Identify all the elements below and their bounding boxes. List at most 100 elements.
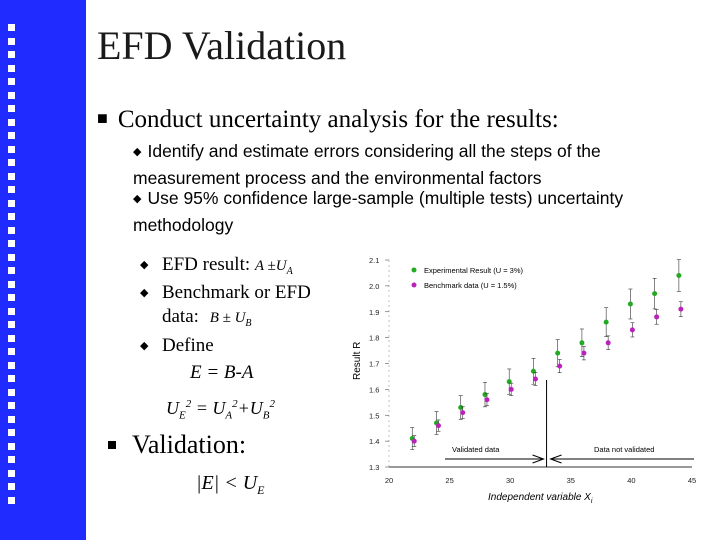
benchmark-point <box>557 363 563 369</box>
benchmark-item: ◆ Benchmark or EFD <box>140 282 311 304</box>
x-axis-label: Independent variable Xi <box>488 492 593 505</box>
bar-square <box>8 348 15 355</box>
benchmark-formula: B ± UB <box>209 310 252 329</box>
validated-arrowhead <box>532 454 546 464</box>
bar-square <box>8 294 15 301</box>
bar-square <box>8 469 15 477</box>
e-definition: E = B-A <box>190 362 254 383</box>
diamond-bullet-icon: ◆ <box>133 146 142 158</box>
bar-square <box>8 213 15 220</box>
experimental-point <box>627 301 633 307</box>
y-tick-label: 2.0 <box>369 282 379 291</box>
benchmark-point <box>411 438 417 444</box>
y-tick-label: 1.4 <box>369 437 379 446</box>
y-tick-label: 1.3 <box>369 463 379 472</box>
bar-square <box>8 105 15 112</box>
efd-result-item: ◆ EFD result: A ±UA <box>140 254 293 277</box>
x-tick-label: 45 <box>688 476 696 485</box>
bar-square <box>8 321 15 328</box>
bullet-validation-text: Validation: <box>132 430 247 459</box>
benchmark-label-line1: Benchmark or EFD <box>162 282 311 303</box>
sub-bullet-identify: ◆ Identify and estimate errors considerin… <box>133 139 703 190</box>
x-tick-label: 30 <box>506 476 514 485</box>
benchmark-point <box>605 340 611 346</box>
legend-marker-experimental <box>411 267 417 273</box>
bar-square <box>8 388 15 396</box>
benchmark-point <box>629 327 635 333</box>
bullet-uncertainty-text: Conduct uncertainty analysis for the res… <box>117 106 559 133</box>
legend-experimental: Experimental Result (U = 3%) <box>424 266 523 275</box>
region-label-validated: Validated data <box>452 445 500 454</box>
diamond-bullet-icon: ◆ <box>133 193 142 205</box>
bar-square <box>8 307 15 315</box>
bar-square <box>8 172 15 180</box>
experimental-point <box>652 291 658 297</box>
diamond-bullet-icon: ◆ <box>140 259 149 271</box>
define-label: Define <box>162 335 214 356</box>
bar-square <box>8 334 15 342</box>
bar-square <box>8 375 15 382</box>
experimental-point <box>579 340 585 346</box>
sub-bullet-confidence-text: Use 95% confidence large-sample (multipl… <box>133 188 624 235</box>
benchmark-label-line2: data: <box>162 306 199 327</box>
bar-square <box>8 51 15 58</box>
benchmark-point <box>435 423 441 429</box>
experimental-point <box>458 404 464 410</box>
bar-square <box>8 37 15 45</box>
legend-marker-benchmark <box>411 282 417 288</box>
region-label-not-validated: Data not validated <box>594 445 654 454</box>
sub-bullet-confidence: ◆ Use 95% confidence large-sample (multip… <box>133 186 703 237</box>
bullet-uncertainty: ■ Conduct uncertainty analysis for the re… <box>97 106 559 134</box>
bar-square <box>8 496 15 504</box>
bar-square <box>8 226 15 234</box>
validation-criterion: |E| < UE <box>196 472 265 497</box>
chart-legend: Experimental Result (U = 3%) Benchmark d… <box>411 266 523 290</box>
bar-square <box>8 78 15 85</box>
y-tick-label: 1.5 <box>369 411 379 420</box>
bar-square <box>8 483 15 490</box>
x-tick-label: 40 <box>627 476 635 485</box>
ue-equation: UE2 = UA2+UB2 <box>166 398 276 422</box>
benchmark-point <box>654 314 660 320</box>
diamond-bullet-icon: ◆ <box>140 340 149 352</box>
x-tick-label: 20 <box>385 476 393 485</box>
bar-square <box>8 280 15 288</box>
bar-square <box>8 159 15 166</box>
bar-square <box>8 145 15 153</box>
experimental-point <box>506 379 512 385</box>
define-item: ◆ Define <box>140 335 214 357</box>
bar-square <box>8 456 15 463</box>
y-tick-label: 1.9 <box>369 308 379 317</box>
benchmark-point <box>460 410 466 416</box>
y-tick-label: 1.6 <box>369 385 379 394</box>
bar-square <box>8 199 15 207</box>
y-tick-label: 1.8 <box>369 334 379 343</box>
bar-square <box>8 64 15 72</box>
benchmark-point <box>678 306 684 312</box>
experimental-point <box>555 350 561 356</box>
y-tick-label: 2.1 <box>369 256 379 265</box>
sub-bullet-identify-text: Identify and estimate errors considering… <box>133 141 601 188</box>
x-tick-label: 35 <box>567 476 575 485</box>
x-tick-label: 25 <box>445 476 453 485</box>
bar-square <box>8 402 15 409</box>
not-validated-arrowhead <box>549 454 562 464</box>
bar-square <box>8 415 15 423</box>
efd-result-label: EFD result: <box>162 254 251 275</box>
bar-square <box>8 91 15 99</box>
legend-benchmark: Benchmark data (U = 1.5%) <box>424 281 517 290</box>
benchmark-point <box>484 397 490 403</box>
experimental-point <box>676 273 682 279</box>
bar-square <box>8 442 15 450</box>
efd-result-formula: A ±UA <box>254 258 293 277</box>
benchmark-item-line2: data: B ± UB <box>162 306 252 329</box>
bar-square <box>8 24 15 31</box>
bullet-validation: Validation: <box>108 430 246 460</box>
bar-square <box>8 267 15 274</box>
y-axis-label: Result R <box>352 342 363 380</box>
experimental-point <box>482 392 488 398</box>
square-bullet-icon: ■ <box>97 108 108 128</box>
benchmark-point <box>508 386 514 392</box>
bar-square <box>8 186 15 193</box>
